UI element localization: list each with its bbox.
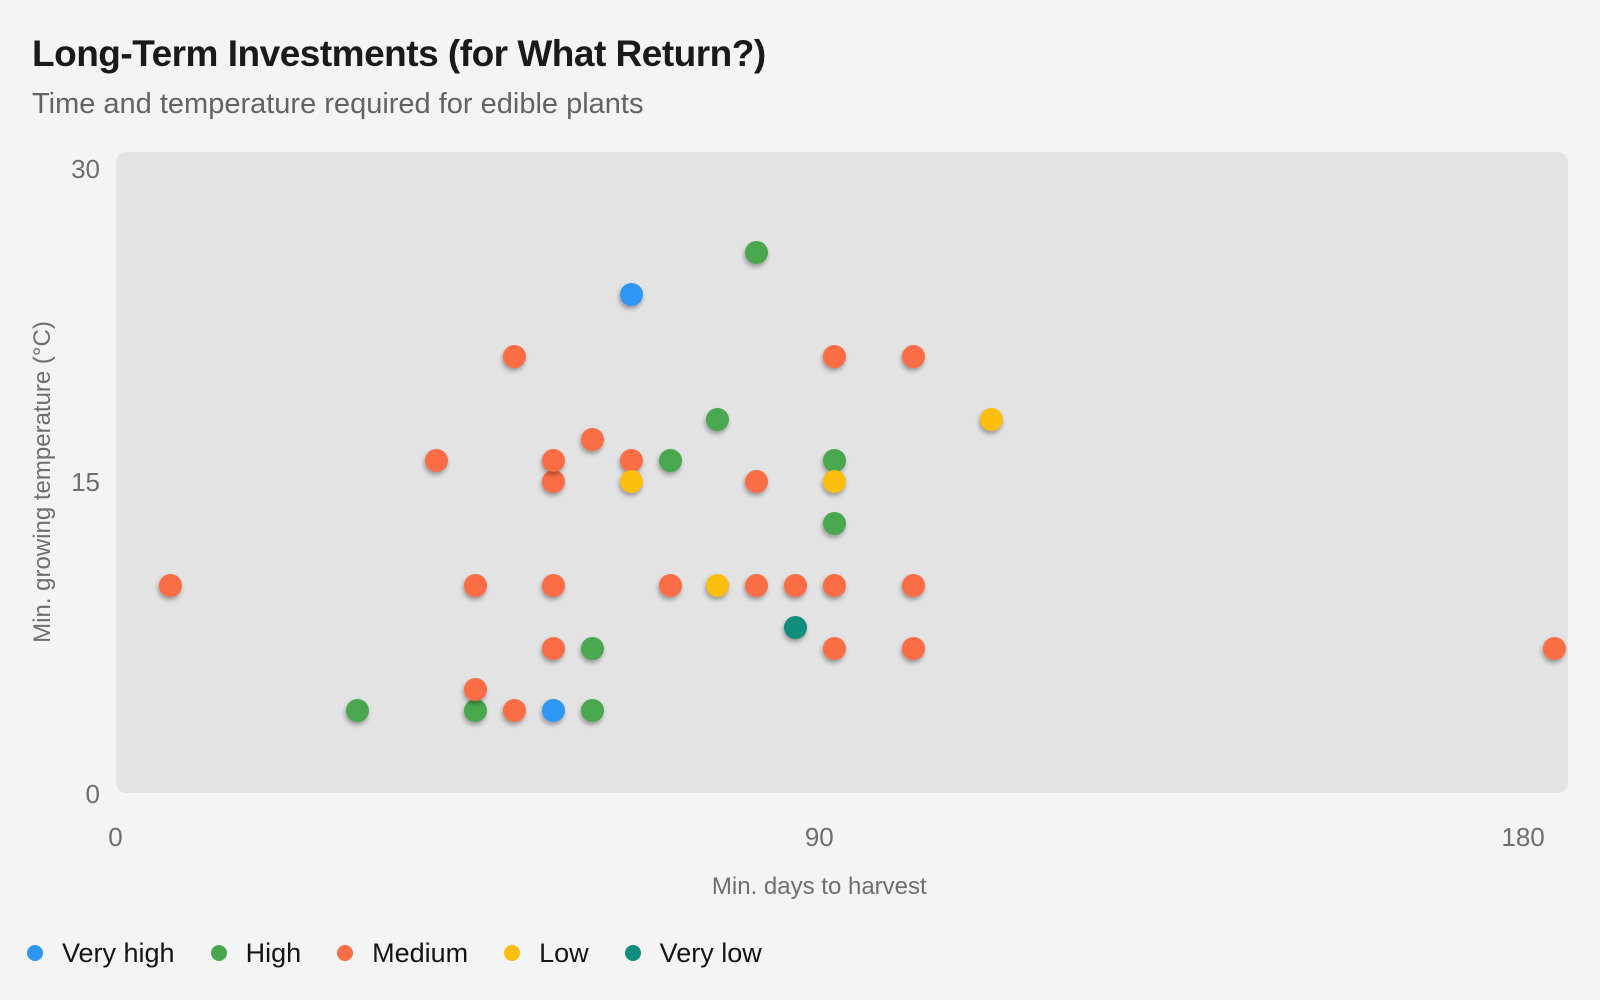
- y-tick-label: 15: [71, 466, 100, 497]
- x-tick-label: 180: [1501, 822, 1545, 852]
- data-point-medium[interactable]: [823, 636, 847, 660]
- data-point-low[interactable]: [706, 574, 730, 598]
- data-point-medium[interactable]: [541, 449, 565, 473]
- data-point-high[interactable]: [463, 699, 487, 723]
- legend-dot-icon: [210, 945, 227, 961]
- legend-item-very-high: Very high: [27, 938, 175, 969]
- data-point-high[interactable]: [823, 511, 847, 535]
- legend-dot-icon: [504, 945, 521, 961]
- y-tick-label: 30: [71, 154, 100, 184]
- data-point-medium[interactable]: [745, 470, 769, 493]
- data-point-medium[interactable]: [541, 636, 565, 660]
- legend-label: Medium: [372, 937, 469, 968]
- legend-dot-icon: [337, 945, 354, 961]
- data-point-medium[interactable]: [823, 345, 847, 368]
- data-point-medium[interactable]: [659, 574, 683, 598]
- data-point-medium[interactable]: [745, 574, 769, 598]
- data-point-high[interactable]: [346, 699, 370, 723]
- data-point-medium[interactable]: [541, 470, 565, 493]
- data-point-high[interactable]: [823, 449, 847, 473]
- data-point-high[interactable]: [659, 449, 683, 473]
- x-axis-title: Min. days to harvest: [711, 873, 927, 900]
- data-point-medium[interactable]: [502, 699, 526, 723]
- data-point-medium[interactable]: [424, 449, 448, 473]
- chart-subtitle: Time and temperature required for edible…: [32, 88, 644, 120]
- legend-item-very-low: Very low: [624, 937, 762, 969]
- data-point-medium[interactable]: [581, 428, 605, 452]
- data-point-very-high[interactable]: [620, 282, 644, 306]
- data-point-medium[interactable]: [158, 574, 182, 598]
- data-point-medium[interactable]: [823, 574, 847, 598]
- data-point-high[interactable]: [745, 240, 769, 264]
- legend-dot-icon: [27, 945, 43, 961]
- data-point-medium[interactable]: [541, 574, 565, 598]
- x-tick-label: 0: [108, 822, 123, 852]
- chart-title: Long-Term Investments (for What Return?): [32, 33, 766, 74]
- legend-label: High: [245, 937, 302, 968]
- legend-item-medium: Medium: [337, 938, 468, 969]
- y-axis-title: Min. growing temperature (°C): [29, 320, 56, 643]
- data-point-medium[interactable]: [784, 574, 808, 598]
- data-point-very-low[interactable]: [784, 615, 808, 639]
- data-point-medium[interactable]: [901, 636, 925, 660]
- legend-label: Very high: [62, 937, 175, 968]
- data-point-high[interactable]: [581, 699, 605, 723]
- data-point-high[interactable]: [706, 407, 730, 431]
- data-point-low[interactable]: [620, 470, 644, 493]
- data-point-medium[interactable]: [463, 678, 487, 702]
- x-tick-label: 90: [804, 822, 834, 852]
- data-point-medium[interactable]: [502, 345, 526, 368]
- data-point-low[interactable]: [979, 407, 1003, 431]
- data-point-medium[interactable]: [1542, 636, 1566, 660]
- legend-label: Very low: [659, 937, 762, 968]
- legend-dot-icon: [624, 945, 641, 961]
- data-point-medium[interactable]: [901, 345, 925, 368]
- legend-label: Low: [539, 937, 589, 968]
- data-point-high[interactable]: [581, 636, 605, 660]
- data-point-medium[interactable]: [620, 449, 644, 473]
- data-point-low[interactable]: [823, 470, 847, 493]
- data-point-medium[interactable]: [901, 574, 925, 598]
- data-point-very-high[interactable]: [541, 699, 565, 723]
- data-point-medium[interactable]: [463, 574, 487, 598]
- legend: Very high High Medium Low Very low: [27, 937, 762, 969]
- legend-item-high: High: [210, 937, 302, 969]
- y-tick-label: 0: [85, 779, 100, 809]
- legend-item-low: Low: [504, 938, 589, 969]
